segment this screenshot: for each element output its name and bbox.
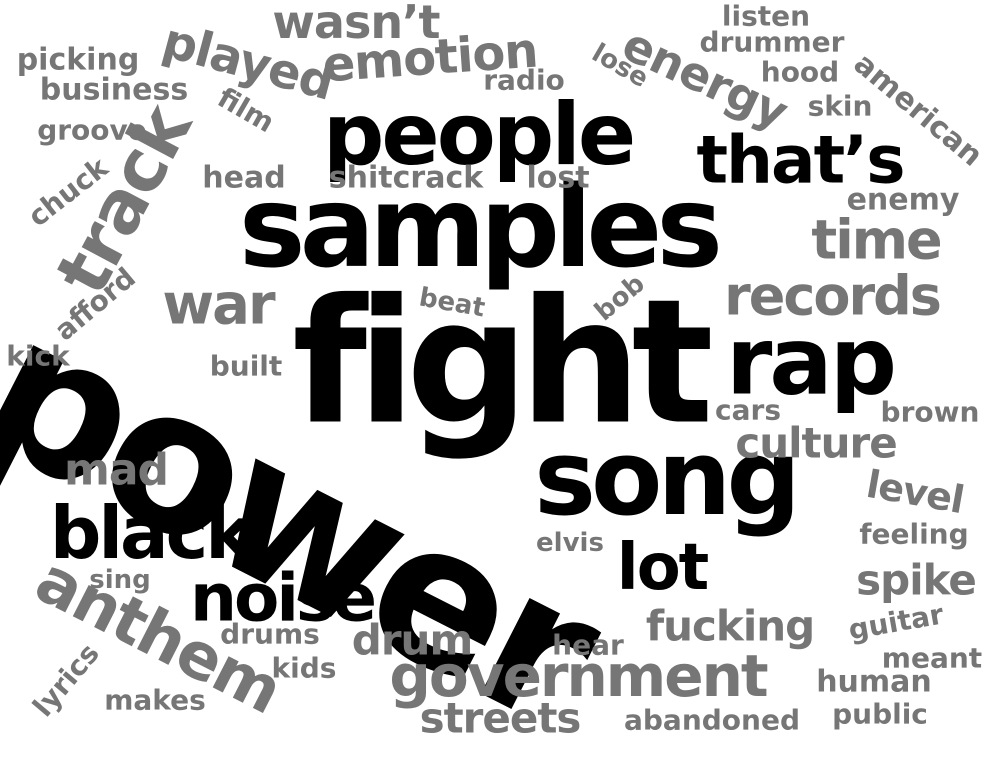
word-wasn-t: wasn’t bbox=[272, 0, 439, 49]
word-streets: streets bbox=[420, 694, 581, 743]
word-picking: picking bbox=[17, 43, 140, 78]
word-hood: hood bbox=[761, 56, 839, 89]
word-lyrics: lyrics bbox=[26, 637, 106, 723]
word-lot: lot bbox=[617, 531, 709, 605]
word-human: human bbox=[816, 665, 932, 700]
word-kids: kids bbox=[272, 652, 337, 685]
word-samples: samples bbox=[239, 163, 718, 293]
word-black: black bbox=[50, 491, 255, 575]
word-fight: fight bbox=[292, 262, 710, 463]
word-drums: drums bbox=[220, 618, 320, 651]
word-lost: lost bbox=[526, 161, 589, 196]
word-cars: cars bbox=[715, 394, 781, 427]
word-people: people bbox=[323, 85, 633, 185]
word-head: head bbox=[202, 161, 285, 196]
word-rap: rap bbox=[726, 308, 894, 417]
word-drummer: drummer bbox=[700, 26, 845, 59]
word-guitar: guitar bbox=[846, 597, 946, 646]
word-spike: spike bbox=[856, 556, 976, 605]
word-level: level bbox=[863, 462, 967, 522]
word-brown: brown bbox=[881, 396, 980, 429]
word-records: records bbox=[724, 265, 940, 328]
word-skin: skin bbox=[808, 90, 873, 123]
word-government: government bbox=[389, 642, 767, 710]
word-radio: radio bbox=[483, 64, 565, 97]
word-listen: listen bbox=[722, 0, 810, 33]
word-time: time bbox=[811, 209, 941, 272]
word-war: war bbox=[162, 273, 276, 338]
word-public: public bbox=[832, 698, 928, 731]
word-abandoned: abandoned bbox=[624, 704, 800, 737]
word-that-s: that’s bbox=[697, 122, 904, 199]
word-shitcrack: shitcrack bbox=[329, 161, 484, 196]
word-meant: meant bbox=[882, 642, 982, 675]
word-drum: drum bbox=[352, 616, 472, 665]
word-enemy: enemy bbox=[847, 183, 960, 218]
word-song: song bbox=[534, 417, 796, 539]
word-kick: kick bbox=[6, 340, 71, 373]
word-feeling: feeling bbox=[859, 518, 968, 551]
word-fucking: fucking bbox=[646, 602, 814, 651]
word-sing: sing bbox=[89, 565, 151, 595]
word-culture: culture bbox=[735, 419, 896, 468]
word-business: business bbox=[40, 73, 188, 108]
word-noise: noise bbox=[190, 560, 374, 637]
word-mad: mad bbox=[64, 445, 168, 496]
word-hear: hear bbox=[552, 629, 624, 662]
word-built: built bbox=[210, 350, 283, 383]
word-makes: makes bbox=[104, 684, 206, 717]
word-elvis: elvis bbox=[536, 528, 604, 558]
word-groove: groove bbox=[37, 114, 147, 147]
